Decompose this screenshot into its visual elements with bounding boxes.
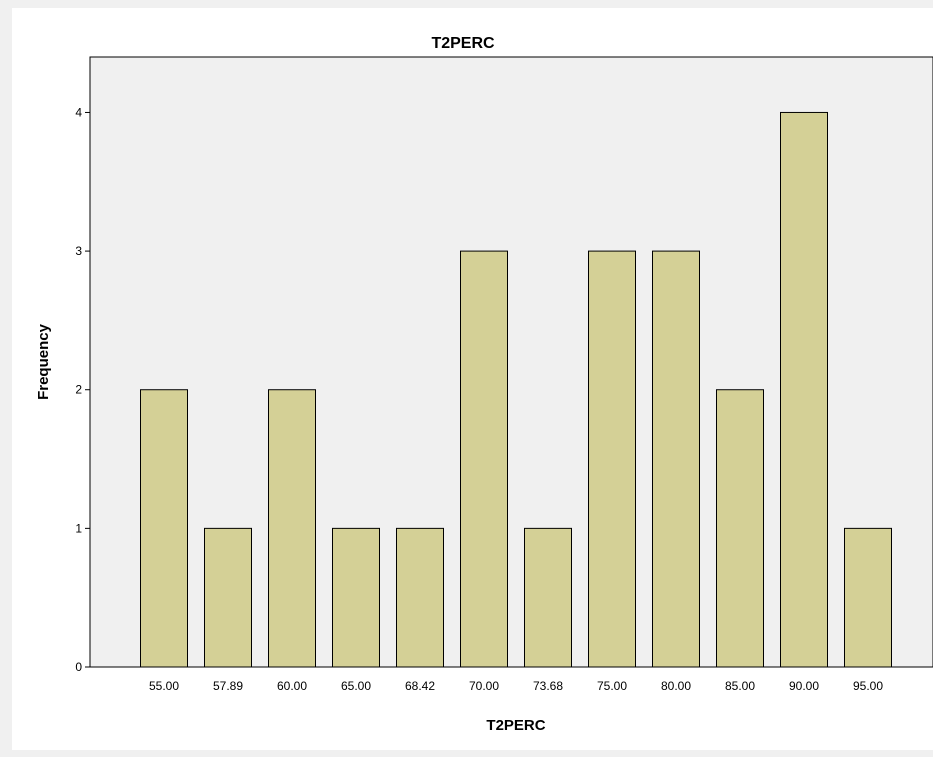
bar-70.00[interactable]: [460, 250, 508, 668]
bar-80.00[interactable]: [652, 250, 700, 668]
x-ticks-layer: 55.00 57.89 60.00 65.00 68.42 70.00 73.68 75.00…: [149, 679, 883, 693]
x-tick-label: 80.00: [661, 679, 691, 693]
y-tick-label: 4: [75, 105, 82, 119]
bar-90.00[interactable]: [780, 111, 828, 668]
x-tick-label: 90.00: [789, 679, 819, 693]
y-axis-title: Frequency: [35, 323, 52, 400]
chart-title: T2PERC: [431, 35, 495, 52]
y-tick-label: 0: [75, 660, 82, 674]
x-tick-label: 70.00: [469, 679, 499, 693]
x-axis-title: T2PERC: [486, 717, 545, 734]
x-tick-label: 60.00: [277, 679, 307, 693]
x-tick-label: 85.00: [725, 679, 755, 693]
bar-73.68[interactable]: [524, 527, 572, 668]
bar-57.89[interactable]: [204, 527, 252, 668]
bar-68.42[interactable]: [396, 527, 444, 668]
bar-55.00[interactable]: [140, 389, 188, 668]
x-tick-label: 68.42: [405, 679, 435, 693]
y-tick-label: 3: [75, 244, 82, 258]
bar-60.00[interactable]: [268, 389, 316, 668]
bar-75.00[interactable]: [588, 250, 636, 668]
x-tick-label: 55.00: [149, 679, 179, 693]
chart-panel[interactable]: T2PERC 0 1 2 3 4 55.00 57.89 60.00 65.00 68.42 70…: [12, 8, 933, 750]
y-ticks-layer: 0 1 2 3 4: [75, 105, 90, 674]
x-tick-label: 57.89: [213, 679, 243, 693]
bar-85.00[interactable]: [716, 389, 764, 668]
bars-layer: [140, 111, 892, 668]
x-tick-label: 75.00: [597, 679, 627, 693]
bar-95.00[interactable]: [844, 527, 892, 668]
y-tick-label: 1: [75, 521, 82, 535]
x-tick-label: 95.00: [853, 679, 883, 693]
y-tick-label: 2: [75, 383, 82, 397]
x-tick-label: 65.00: [341, 679, 371, 693]
x-tick-label: 73.68: [533, 679, 563, 693]
bar-65.00[interactable]: [332, 527, 380, 668]
histogram-chart: T2PERC 0 1 2 3 4 55.00 57.89 60.00 65.00 68.42 70…: [35, 35, 933, 734]
